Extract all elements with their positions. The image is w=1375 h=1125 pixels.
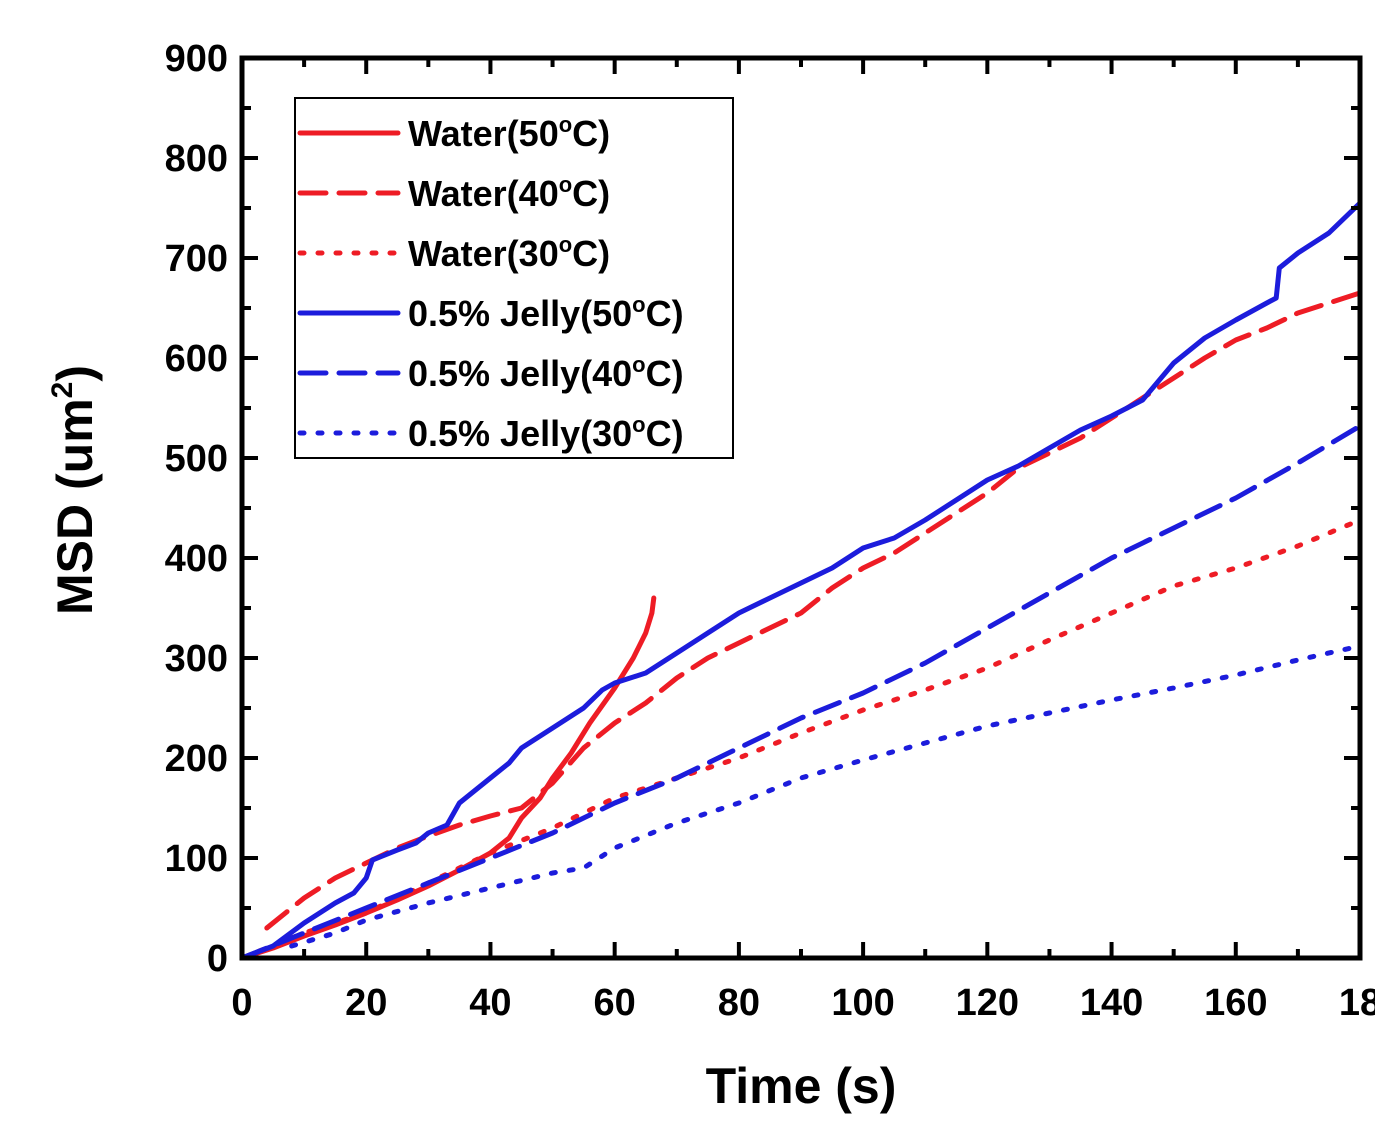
series-line-4 — [242, 200, 1360, 958]
legend-label-degree: o — [559, 172, 572, 197]
legend-label-main: 0.5% Jelly(40 — [408, 353, 632, 394]
y-tick-label: 400 — [165, 538, 228, 580]
y-tick-label: 200 — [165, 738, 228, 780]
legend-box — [294, 97, 734, 459]
series-line-6 — [289, 643, 1360, 949]
y-tick-label: 600 — [165, 338, 228, 380]
legend-label-degree: o — [559, 112, 572, 137]
legend-label-degree: o — [632, 352, 645, 377]
y-tick-label: 800 — [165, 138, 228, 180]
legend-label-6: 0.5% Jelly(30oC) — [408, 412, 684, 454]
y-tick-label: 100 — [165, 838, 228, 880]
legend-label-end: C) — [646, 413, 684, 454]
legend-label-2: Water(40oC) — [408, 172, 610, 214]
x-tick-label: 60 — [594, 982, 636, 1024]
legend-label-main: Water(40 — [408, 173, 559, 214]
y-axis-label-main: MSD (um — [47, 398, 103, 615]
x-tick-label: 40 — [469, 982, 511, 1024]
legend-label-main: 0.5% Jelly(50 — [408, 293, 632, 334]
legend-label-end: C) — [572, 173, 610, 214]
legend-label-1: Water(50oC) — [408, 112, 610, 154]
legend-label-degree: o — [632, 292, 645, 317]
y-tick-label: 900 — [165, 38, 228, 80]
series-line-2 — [264, 290, 1360, 931]
legend-label-main: Water(30 — [408, 233, 559, 274]
series-line-5 — [242, 423, 1360, 958]
legend-label-end: C) — [572, 113, 610, 154]
x-tick-label: 160 — [1204, 982, 1267, 1024]
y-tick-label: 300 — [165, 638, 228, 680]
x-tick-label: 100 — [831, 982, 894, 1024]
x-tick-label: 0 — [231, 982, 252, 1024]
legend-label-degree: o — [559, 232, 572, 257]
legend-label-5: 0.5% Jelly(40oC) — [408, 352, 684, 394]
legend-label-main: Water(50 — [408, 113, 559, 154]
x-axis-label: Time (s) — [706, 1058, 897, 1114]
x-tick-label: 120 — [956, 982, 1019, 1024]
x-tick-label: 140 — [1080, 982, 1143, 1024]
legend-label-4: 0.5% Jelly(50oC) — [408, 292, 684, 334]
legend-label-main: 0.5% Jelly(30 — [408, 413, 632, 454]
legend-label-3: Water(30oC) — [408, 232, 610, 274]
series-line-1 — [242, 595, 657, 958]
x-tick-label: 18 — [1339, 982, 1375, 1024]
y-axis-label-sup: 2 — [46, 382, 79, 399]
x-tick-label: 80 — [718, 982, 760, 1024]
legend: Water(50oC)Water(40oC)Water(30oC)0.5% Je… — [294, 97, 734, 459]
y-tick-label: 0 — [207, 938, 228, 980]
legend-label-end: C) — [646, 293, 684, 334]
legend-label-end: C) — [572, 233, 610, 274]
y-axis-label-close: ) — [47, 365, 103, 382]
y-tick-label: 500 — [165, 438, 228, 480]
legend-label-degree: o — [632, 412, 645, 437]
y-axis-label: MSD (um2) — [46, 365, 103, 615]
x-tick-label: 20 — [345, 982, 387, 1024]
y-tick-label: 700 — [165, 238, 228, 280]
legend-label-end: C) — [646, 353, 684, 394]
